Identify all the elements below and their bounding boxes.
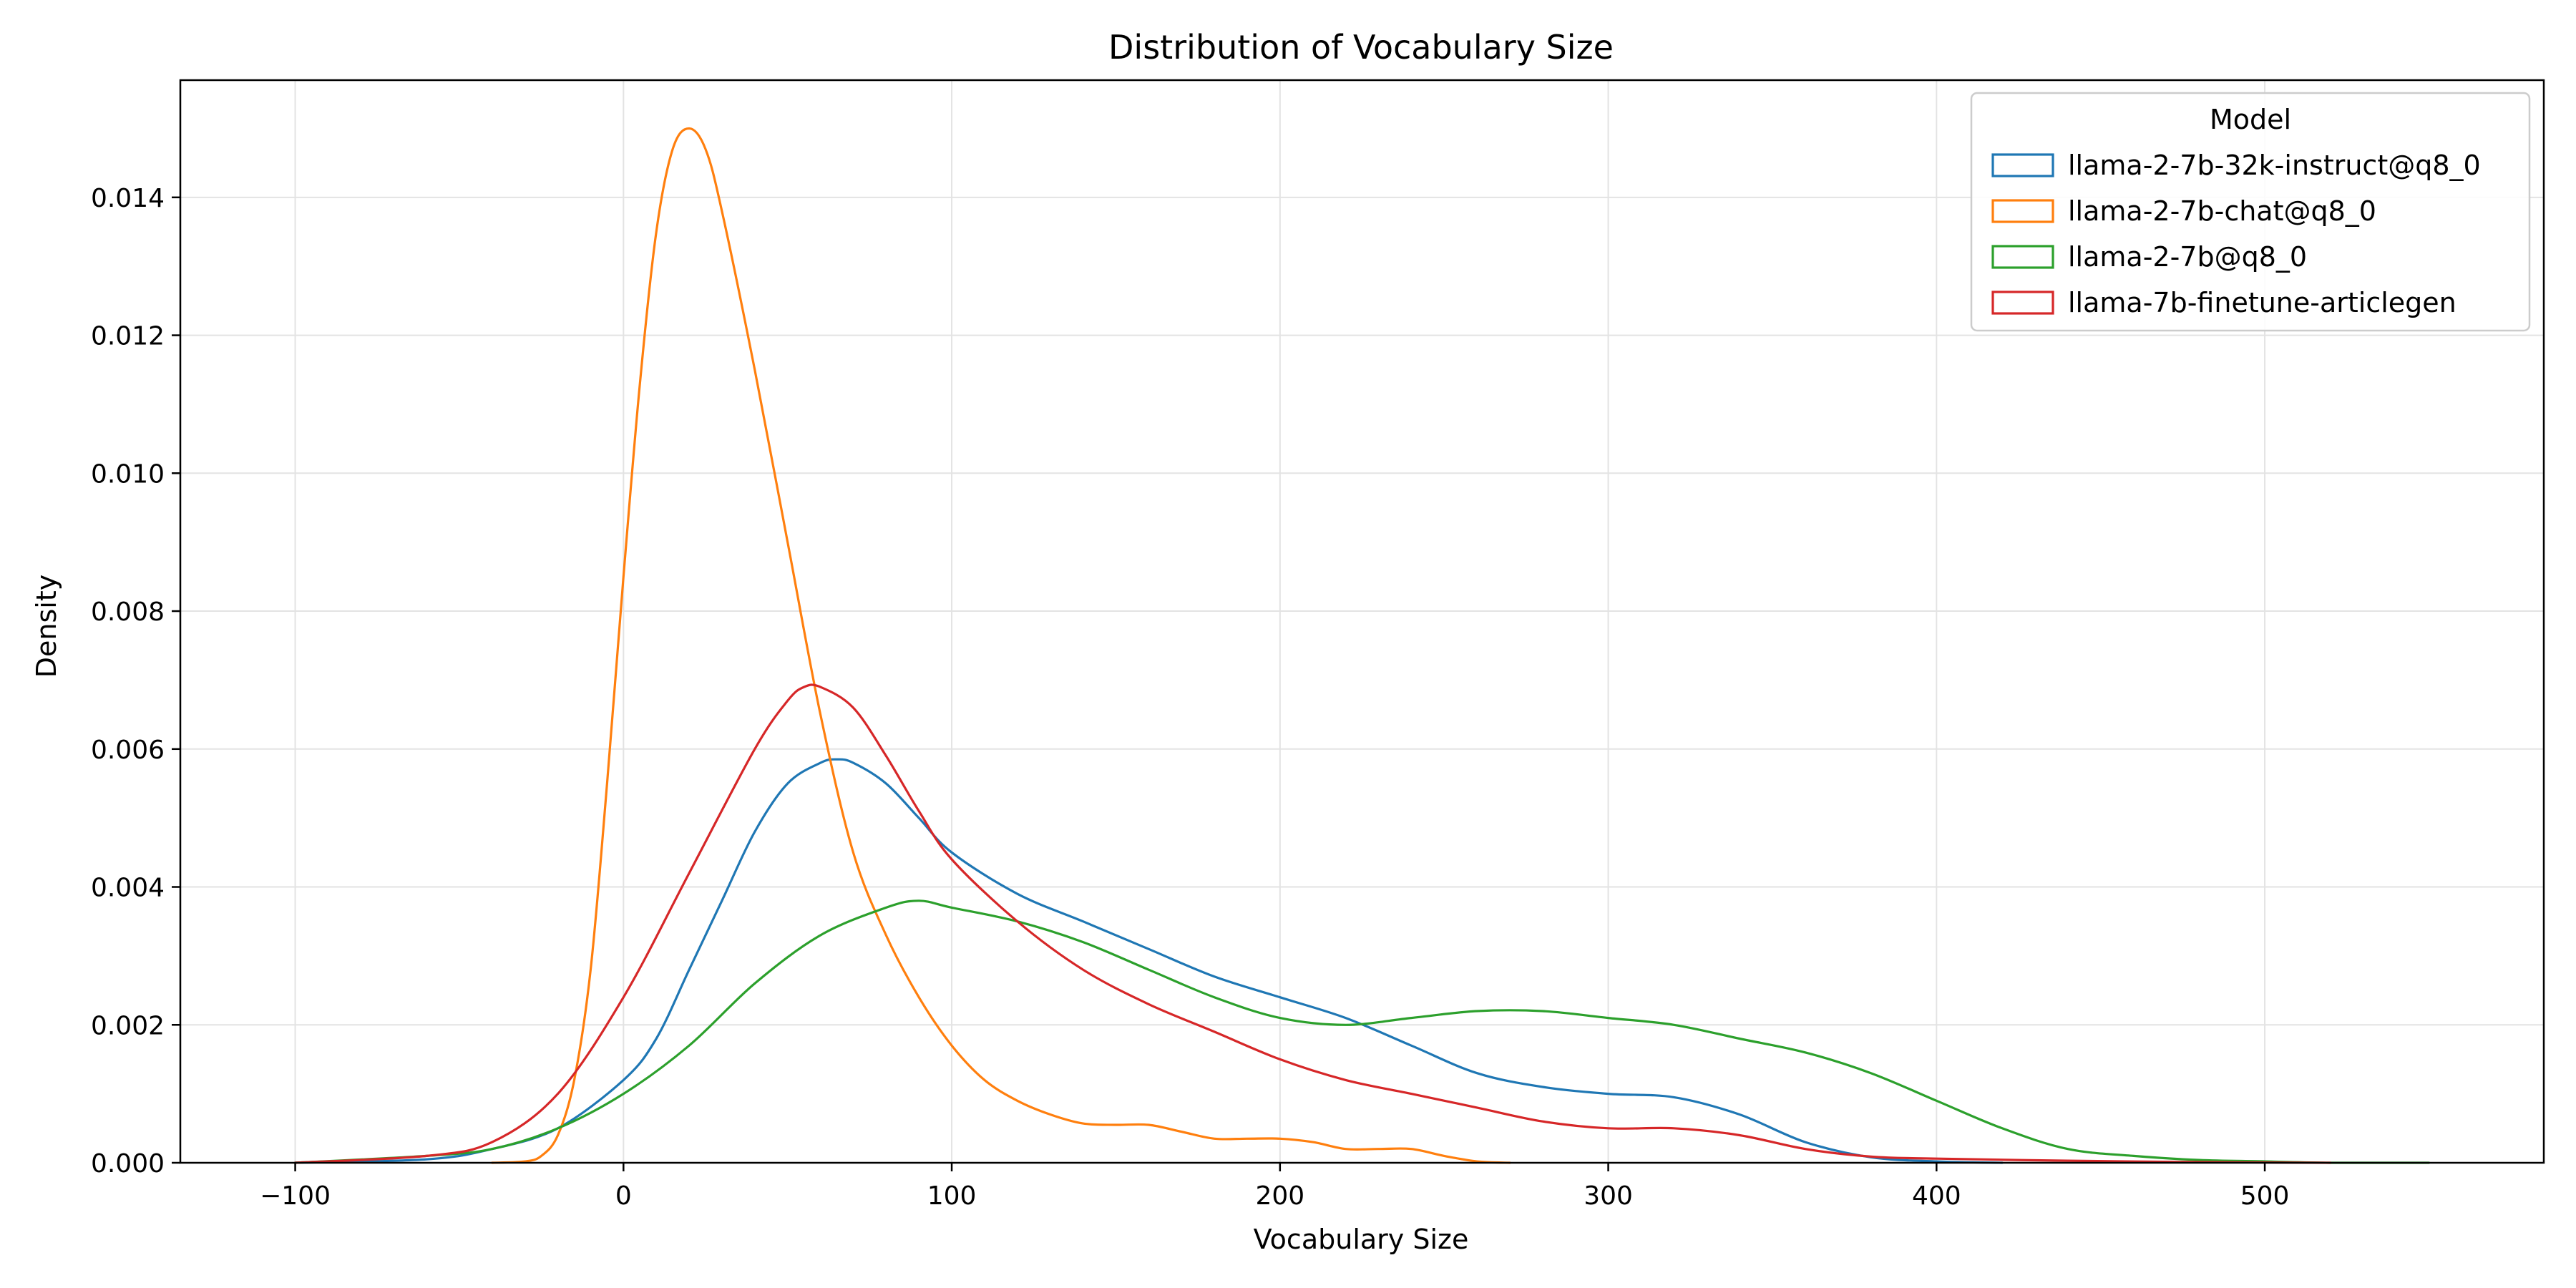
x-axis-ticks: −100 0 100 200 300 400 500 <box>260 1163 2289 1211</box>
y-tick-label: 0.004 <box>91 874 165 903</box>
legend-label: llama-2-7b@q8_0 <box>2068 241 2307 273</box>
y-tick-label: 0.006 <box>91 736 165 765</box>
series-layer <box>294 127 2430 1164</box>
legend: Model llama-2-7b-32k-instruct@q8_0llama-… <box>1970 92 2531 332</box>
y-tick-label: 0.014 <box>91 184 165 213</box>
y-axis-label: Density <box>31 575 62 678</box>
x-tick-label: −100 <box>260 1181 331 1211</box>
y-tick-label: 0.000 <box>91 1149 165 1179</box>
y-tick-label: 0.010 <box>91 459 165 489</box>
legend-swatch <box>1991 245 2054 269</box>
y-axis-ticks: 0.000 0.002 0.004 0.006 0.008 0.010 0.012 0.014 <box>91 184 180 1179</box>
chart-title: Distribution of Vocabulary Size <box>1108 28 1614 67</box>
y-tick-label: 0.012 <box>91 322 165 351</box>
legend-items: llama-2-7b-32k-instruct@q8_0 llama-2-7b-c… <box>1991 150 2481 318</box>
legend-swatch <box>1991 153 2054 177</box>
legend-title: Model <box>2210 104 2291 135</box>
legend-label: llama-7b-finetune-articlegen <box>2068 287 2457 318</box>
y-tick-label: 0.002 <box>91 1011 165 1040</box>
plot-frame <box>179 79 2545 1164</box>
x-tick-label: 300 <box>1584 1181 1633 1211</box>
x-tick-label: 200 <box>1255 1181 1304 1211</box>
x-tick-label: 400 <box>1912 1181 1961 1211</box>
x-axis-label: Vocabulary Size <box>1254 1224 1469 1255</box>
series-line-1 <box>294 758 2004 1164</box>
series-line-2 <box>491 127 1511 1164</box>
series-line-4 <box>294 683 2332 1164</box>
legend-swatch <box>1991 291 2054 315</box>
legend-box <box>1970 92 2531 332</box>
y-tick-label: 0.008 <box>91 597 165 627</box>
series-line-3 <box>294 899 2430 1164</box>
legend-label: llama-2-7b-32k-instruct@q8_0 <box>2068 150 2481 181</box>
x-tick-label: 100 <box>927 1181 977 1211</box>
x-tick-label: 500 <box>2240 1181 2290 1211</box>
legend-swatch <box>1991 199 2054 223</box>
x-tick-label: 0 <box>615 1181 632 1211</box>
legend-label: llama-2-7b-chat@q8_0 <box>2068 195 2376 227</box>
